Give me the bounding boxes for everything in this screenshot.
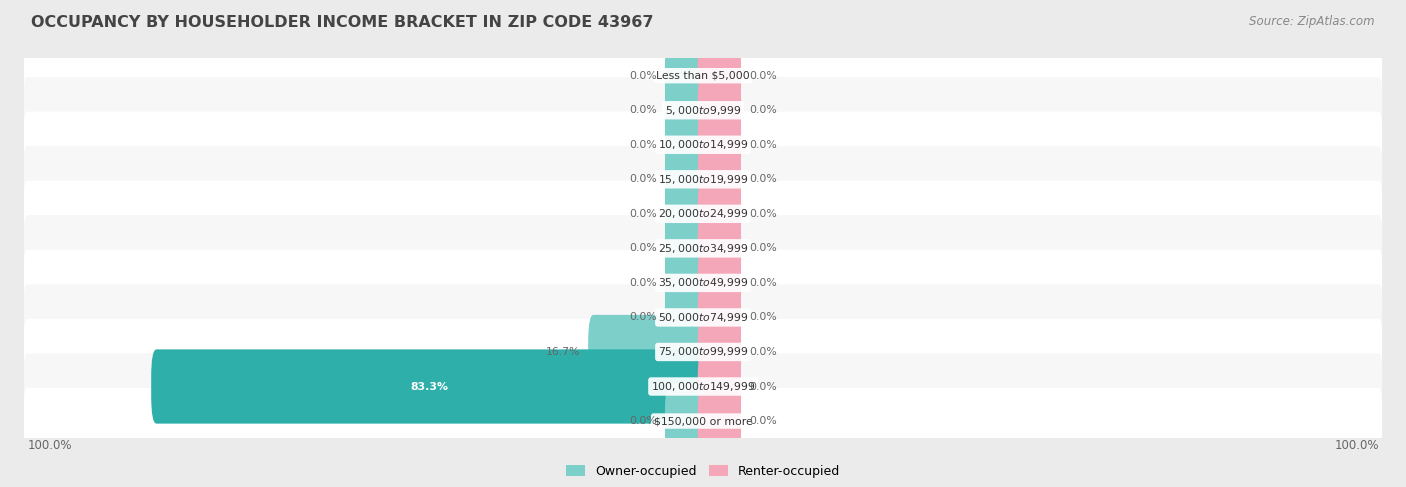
Text: 0.0%: 0.0%: [630, 244, 657, 253]
FancyBboxPatch shape: [24, 319, 1382, 385]
Text: 0.0%: 0.0%: [630, 313, 657, 322]
Text: 0.0%: 0.0%: [749, 347, 776, 357]
FancyBboxPatch shape: [588, 315, 709, 389]
Text: 0.0%: 0.0%: [630, 71, 657, 81]
FancyBboxPatch shape: [665, 108, 709, 182]
Text: 0.0%: 0.0%: [749, 278, 776, 288]
FancyBboxPatch shape: [24, 250, 1382, 316]
Text: 100.0%: 100.0%: [1334, 439, 1379, 452]
Text: 0.0%: 0.0%: [630, 140, 657, 150]
Text: 0.0%: 0.0%: [749, 140, 776, 150]
Text: 0.0%: 0.0%: [749, 174, 776, 184]
FancyBboxPatch shape: [24, 42, 1382, 109]
FancyBboxPatch shape: [665, 73, 709, 148]
FancyBboxPatch shape: [24, 354, 1382, 420]
Text: 0.0%: 0.0%: [749, 313, 776, 322]
Text: OCCUPANCY BY HOUSEHOLDER INCOME BRACKET IN ZIP CODE 43967: OCCUPANCY BY HOUSEHOLDER INCOME BRACKET …: [31, 15, 654, 30]
FancyBboxPatch shape: [697, 281, 741, 355]
Text: 0.0%: 0.0%: [749, 416, 776, 426]
Text: $20,000 to $24,999: $20,000 to $24,999: [658, 207, 748, 220]
FancyBboxPatch shape: [697, 177, 741, 251]
Text: 0.0%: 0.0%: [749, 105, 776, 115]
FancyBboxPatch shape: [152, 349, 709, 424]
Text: $15,000 to $19,999: $15,000 to $19,999: [658, 173, 748, 186]
FancyBboxPatch shape: [24, 181, 1382, 247]
FancyBboxPatch shape: [697, 142, 741, 216]
FancyBboxPatch shape: [665, 246, 709, 320]
FancyBboxPatch shape: [24, 146, 1382, 212]
Text: 0.0%: 0.0%: [630, 174, 657, 184]
FancyBboxPatch shape: [665, 384, 709, 458]
Text: 16.7%: 16.7%: [546, 347, 581, 357]
FancyBboxPatch shape: [697, 384, 741, 458]
Text: 0.0%: 0.0%: [630, 105, 657, 115]
Text: $100,000 to $149,999: $100,000 to $149,999: [651, 380, 755, 393]
FancyBboxPatch shape: [697, 315, 741, 389]
Text: 83.3%: 83.3%: [411, 381, 449, 392]
FancyBboxPatch shape: [665, 177, 709, 251]
Text: 100.0%: 100.0%: [27, 439, 72, 452]
Legend: Owner-occupied, Renter-occupied: Owner-occupied, Renter-occupied: [567, 465, 839, 478]
Text: $75,000 to $99,999: $75,000 to $99,999: [658, 345, 748, 358]
FancyBboxPatch shape: [24, 388, 1382, 454]
Text: 0.0%: 0.0%: [630, 416, 657, 426]
Text: $5,000 to $9,999: $5,000 to $9,999: [665, 104, 741, 117]
Text: Less than $5,000: Less than $5,000: [657, 71, 749, 81]
Text: 0.0%: 0.0%: [749, 381, 776, 392]
Text: $150,000 or more: $150,000 or more: [654, 416, 752, 426]
Text: Source: ZipAtlas.com: Source: ZipAtlas.com: [1250, 15, 1375, 28]
FancyBboxPatch shape: [665, 281, 709, 355]
FancyBboxPatch shape: [24, 112, 1382, 178]
FancyBboxPatch shape: [24, 215, 1382, 281]
FancyBboxPatch shape: [24, 284, 1382, 351]
FancyBboxPatch shape: [697, 73, 741, 148]
FancyBboxPatch shape: [665, 142, 709, 216]
Text: $10,000 to $14,999: $10,000 to $14,999: [658, 138, 748, 151]
Text: 0.0%: 0.0%: [630, 209, 657, 219]
FancyBboxPatch shape: [24, 77, 1382, 143]
Text: 0.0%: 0.0%: [749, 71, 776, 81]
Text: 0.0%: 0.0%: [749, 209, 776, 219]
Text: 0.0%: 0.0%: [749, 244, 776, 253]
FancyBboxPatch shape: [697, 211, 741, 285]
Text: 0.0%: 0.0%: [630, 278, 657, 288]
FancyBboxPatch shape: [697, 38, 741, 113]
FancyBboxPatch shape: [665, 211, 709, 285]
FancyBboxPatch shape: [665, 38, 709, 113]
Text: $25,000 to $34,999: $25,000 to $34,999: [658, 242, 748, 255]
FancyBboxPatch shape: [697, 246, 741, 320]
FancyBboxPatch shape: [697, 108, 741, 182]
Text: $50,000 to $74,999: $50,000 to $74,999: [658, 311, 748, 324]
Text: $35,000 to $49,999: $35,000 to $49,999: [658, 277, 748, 289]
FancyBboxPatch shape: [697, 349, 741, 424]
